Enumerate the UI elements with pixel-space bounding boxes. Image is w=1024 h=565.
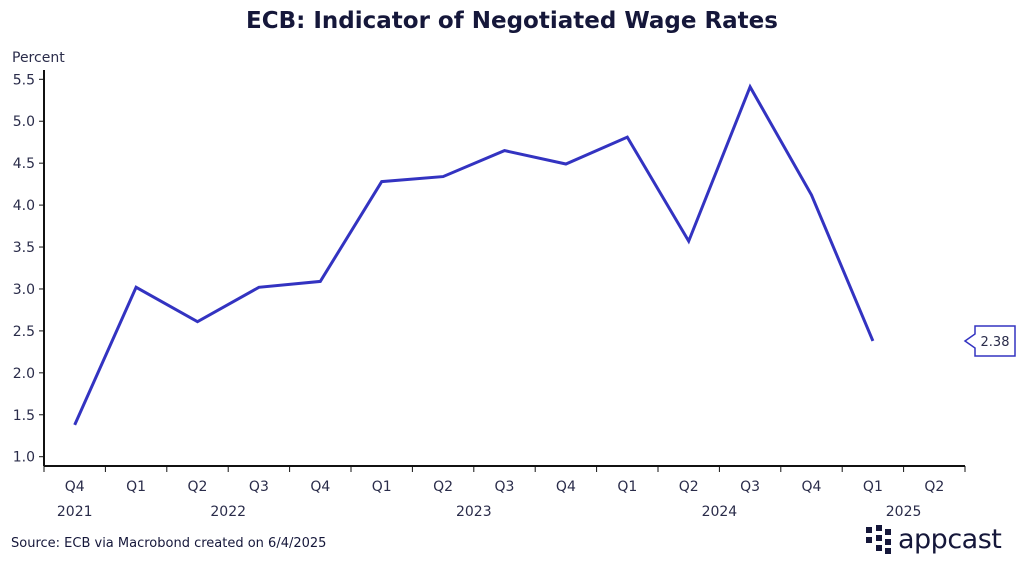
y-tick-label: 2.0 bbox=[13, 366, 35, 382]
x-tick-label: Q2 bbox=[679, 479, 699, 495]
x-tick-label: Q2 bbox=[924, 479, 944, 495]
year-label: 2021 bbox=[57, 504, 93, 520]
last-value-callout bbox=[963, 325, 1016, 357]
year-label: 2024 bbox=[702, 504, 738, 520]
y-tick-label: 5.0 bbox=[13, 114, 35, 130]
y-tick-label: 1.0 bbox=[13, 450, 35, 466]
y-tick-label: 4.0 bbox=[13, 198, 35, 214]
y-tick-label: 4.5 bbox=[13, 156, 35, 172]
line-chart: Percent 1.0 1.5 2.0 2.5 3.0 3.5 4.0 4.5 5.0 5.5 Q4 Q… bbox=[12, 50, 1016, 520]
year-label: 2023 bbox=[456, 504, 492, 520]
x-tick-label: Q2 bbox=[188, 479, 208, 495]
y-tick-label: 3.0 bbox=[13, 282, 35, 298]
y-tick-label: 3.5 bbox=[13, 240, 35, 256]
y-tick-label: 5.5 bbox=[13, 72, 35, 88]
series-line bbox=[73, 83, 875, 426]
x-tick-label: Q3 bbox=[495, 479, 515, 495]
y-tick-label: 1.5 bbox=[13, 408, 35, 424]
y-tick-label: 2.5 bbox=[13, 324, 35, 340]
appcast-logo-icon bbox=[866, 524, 891, 554]
x-tick-label: Q1 bbox=[372, 479, 392, 495]
x-tick-label: Q3 bbox=[249, 479, 269, 495]
y-axis-label: Percent bbox=[12, 50, 65, 66]
year-label: 2025 bbox=[886, 504, 922, 520]
x-tick-label: Q4 bbox=[310, 479, 330, 495]
x-tick-label: Q1 bbox=[863, 479, 883, 495]
x-tick-label: Q4 bbox=[556, 479, 576, 495]
x-tick-label: Q1 bbox=[617, 479, 637, 495]
x-tick-label: Q4 bbox=[65, 479, 85, 495]
last-value-label: 2.38 bbox=[981, 335, 1010, 350]
chart-title: ECB: Indicator of Negotiated Wage Rates bbox=[246, 8, 778, 34]
x-tick-label: Q2 bbox=[433, 479, 453, 495]
x-tick-label: Q1 bbox=[126, 479, 146, 495]
year-label: 2022 bbox=[210, 504, 246, 520]
appcast-logo: appcast bbox=[866, 524, 1002, 555]
x-tick-label: Q4 bbox=[802, 479, 822, 495]
source-note: Source: ECB via Macrobond created on 6/4… bbox=[11, 536, 327, 551]
appcast-logo-text: appcast bbox=[898, 524, 1002, 555]
x-tick-label: Q3 bbox=[740, 479, 760, 495]
